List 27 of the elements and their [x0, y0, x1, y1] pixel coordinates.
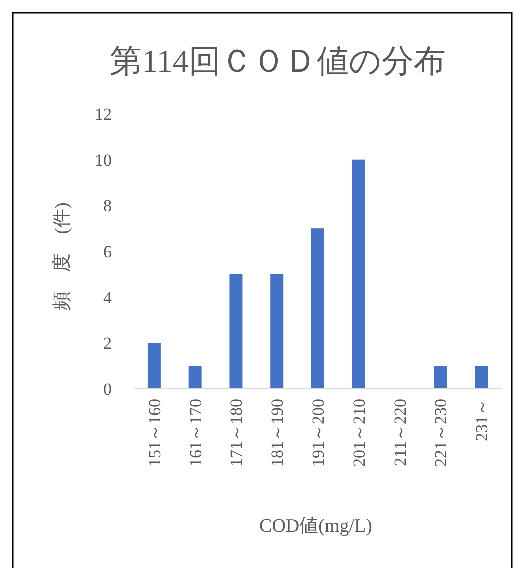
- x-tick-label: 181～190: [268, 399, 288, 467]
- bar: [352, 160, 366, 389]
- bar: [148, 343, 161, 389]
- x-tick-label: 161～170: [186, 399, 206, 467]
- x-tick-label: 231～: [472, 399, 492, 442]
- y-axis-title: 頻 度 (件): [51, 202, 73, 310]
- bar: [475, 366, 488, 389]
- chart-title: 第114回ＣＯＤ値の分布: [110, 43, 446, 79]
- y-tick-label: 8: [104, 196, 112, 216]
- bar: [434, 366, 448, 389]
- x-tick-label: 171～180: [227, 399, 246, 467]
- y-tick-label: 10: [95, 150, 112, 170]
- x-tick-label: 201～210: [350, 399, 369, 467]
- x-axis-title: COD値(mg/L): [260, 516, 372, 537]
- bar: [188, 366, 202, 389]
- x-tick-label: 191～200: [309, 399, 328, 467]
- x-tick-label: 221～230: [432, 399, 451, 467]
- y-tick-label: 6: [104, 242, 112, 262]
- y-tick-label: 0: [104, 380, 112, 399]
- x-tick-label: 151～160: [145, 399, 164, 467]
- bar: [270, 274, 284, 389]
- y-tick-label: 4: [104, 288, 112, 308]
- bar: [312, 228, 324, 389]
- x-tick-label: 211～220: [390, 399, 410, 466]
- y-tick-label: 2: [104, 334, 112, 354]
- y-tick-label: 12: [95, 105, 112, 124]
- bar: [230, 274, 243, 389]
